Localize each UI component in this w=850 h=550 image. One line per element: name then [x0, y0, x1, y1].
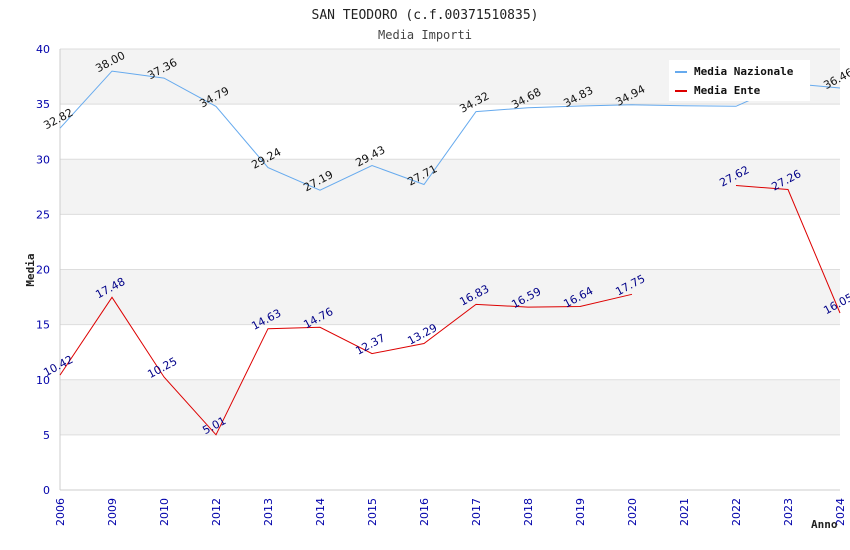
y-tick-label: 35 — [36, 98, 50, 111]
x-tick-label: 2017 — [470, 498, 483, 526]
x-tick-label: 2006 — [54, 498, 67, 526]
x-tick-label: 2019 — [574, 498, 587, 526]
y-tick-label: 15 — [36, 319, 50, 332]
x-tick-label: 2013 — [262, 498, 275, 526]
y-tick-label: 40 — [36, 43, 50, 56]
x-axis-label: Anno — [811, 518, 838, 531]
x-tick-label: 2020 — [626, 498, 639, 526]
x-tick-label: 2016 — [418, 498, 431, 526]
x-tick-label: 2010 — [158, 498, 171, 526]
tick-labels: 0 5 10 15 20 25 30 35 40 2006 2009 2010 2012 2013 2014… — [36, 43, 847, 526]
x-tick-label: 2009 — [106, 498, 119, 526]
legend: Media Nazionale Media Ente — [669, 60, 810, 101]
band — [60, 104, 840, 160]
band — [60, 379, 840, 435]
y-tick-label: 20 — [36, 264, 50, 277]
band — [60, 269, 840, 325]
legend-label-nazionale: Media Nazionale — [694, 65, 794, 78]
y-tick-label: 10 — [36, 374, 50, 387]
y-tick-label: 0 — [43, 484, 50, 497]
band — [60, 214, 840, 270]
x-tick-label: 2023 — [782, 498, 795, 526]
x-tick-label: 2014 — [314, 498, 327, 526]
x-tick-label: 2021 — [678, 498, 691, 526]
y-tick-label: 25 — [36, 208, 50, 221]
y-tick-label: 30 — [36, 153, 50, 166]
x-tick-label: 2022 — [730, 498, 743, 526]
chart-title: SAN TEODORO (c.f.00371510835) — [312, 8, 539, 23]
axes — [59, 49, 840, 491]
band — [60, 324, 840, 380]
background-bands — [60, 49, 840, 490]
chart-subtitle: Media Importi — [378, 28, 472, 42]
y-axis-label: Media — [24, 253, 37, 286]
series-line-nazionale — [59, 70, 841, 191]
x-tick-label: 2015 — [366, 498, 379, 526]
legend-label-ente: Media Ente — [694, 84, 761, 97]
band — [60, 434, 840, 490]
legend-box — [669, 60, 810, 101]
series-line-ente — [59, 185, 841, 436]
x-tick-label: 2012 — [210, 498, 223, 526]
series-lines — [59, 70, 841, 436]
x-tick-label: 2024 — [834, 498, 847, 526]
y-tick-label: 5 — [43, 429, 50, 442]
band — [60, 159, 840, 215]
x-tick-label: 2018 — [522, 498, 535, 526]
